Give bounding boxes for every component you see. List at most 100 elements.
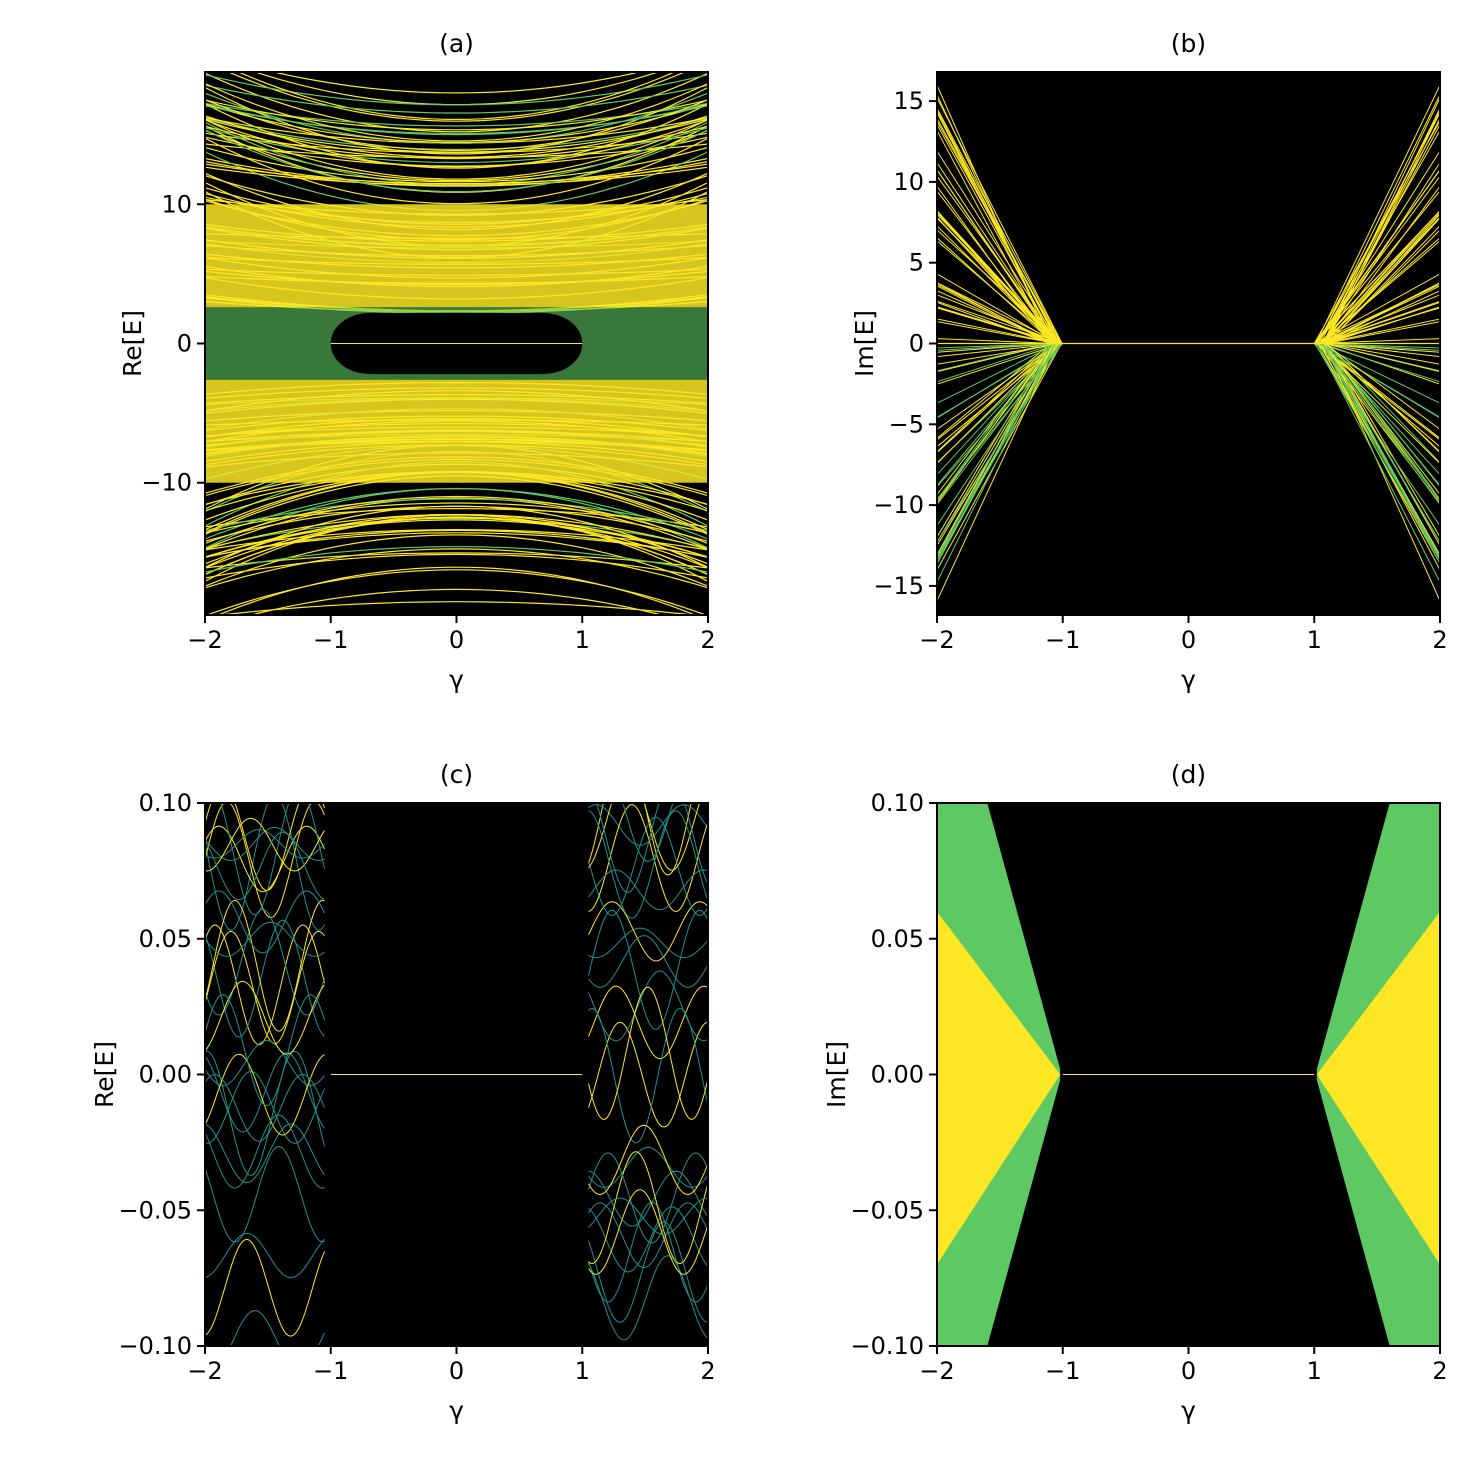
panel-title: (b) [1171,29,1206,58]
x-axis-label: γ [449,1396,464,1425]
eigenvalue-line [205,930,325,1045]
x-tick-label: −2 [187,626,222,654]
eigenvalue-line [1317,112,1440,344]
y-tick-label: −0.10 [850,1332,924,1360]
eigenvalue-line [588,1151,708,1265]
y-tick-label: 0 [177,330,192,358]
eigenvalue-line [205,528,708,551]
y-tick-label: −10 [141,469,192,497]
eigenvalue-line [1314,338,1440,344]
eigenvalue-line [622,803,674,862]
eigenvalue-line [588,1124,708,1196]
eigenvalue-line [1314,343,1440,441]
eigenvalue-line [1316,343,1440,404]
eigenvalue-line [937,217,1056,344]
eigenvalue-line [937,130,1052,344]
eigenvalue-line [588,909,708,1031]
eigenvalue-line [205,1052,325,1133]
eigenvalue-line [1319,307,1440,344]
eigenvalue-line [588,1255,708,1341]
eigenvalue-line [205,72,708,133]
eigenvalue-line [205,519,708,558]
eigenvalue-line [937,343,1057,383]
y-tick-label: −15 [873,572,924,600]
eigenvalue-line [205,115,708,158]
panel-title: (c) [440,760,473,789]
y-axis-label: Im[E] [850,310,879,377]
eigenvalue-line [937,118,1062,344]
eigenvalue-line [588,816,708,917]
eigenvalue-line [216,566,697,615]
eigenvalue-line [205,980,325,1055]
y-tick-label: −10 [873,491,924,519]
eigenvalue-line [205,803,325,931]
x-axis-label: γ [449,665,464,694]
eigenvalue-line [1315,343,1440,418]
spectrum-d [937,803,1440,1346]
eigenvalue-line [205,1073,325,1142]
x-tick-label: 0 [1181,626,1196,654]
x-tick-label: 0 [449,1357,464,1385]
y-tick-label: 0 [909,330,924,358]
eigenvalue-line [205,119,708,180]
y-tick-label: 0.00 [871,1061,924,1089]
eigenvalue-line [937,84,1052,344]
eigenvalue-line [205,488,708,549]
eigenvalue-line [1319,212,1440,344]
eigenvalue-line [205,532,708,558]
eigenvalue-line [205,117,708,151]
eigenvalue-line [937,321,1057,344]
eigenvalue-line [205,166,708,186]
x-axis-label: γ [1181,665,1196,694]
eigenvalue-line [937,343,1056,583]
y-tick-label: 0.05 [139,925,192,953]
eigenvalue-line [205,553,708,579]
y-tick-label: −0.05 [850,1196,924,1224]
eigenvalue-line [937,343,1058,404]
eigenvalue-line [205,497,708,550]
eigenvalue-line [205,994,325,1107]
x-tick-label: 1 [1307,1357,1322,1385]
eigenvalue-line [205,924,325,1046]
eigenvalue-line [588,869,708,911]
eigenvalue-line [937,285,1051,344]
eigenvalue-line [937,343,1053,501]
y-tick-label: −0.05 [118,1196,192,1224]
y-tick-label: 15 [893,87,924,115]
eigenvalue-line [588,1021,708,1128]
eigenvalue-line [205,129,708,193]
eigenvalue-line [1323,343,1440,602]
eigenvalue-line [937,343,1058,464]
eigenvalue-line [205,921,325,957]
eigenvalue-line [937,237,1055,344]
lower-band [205,379,708,483]
x-tick-label: 2 [1432,1357,1447,1385]
eigenvalue-line [937,124,1058,344]
eigenvalue-line [205,908,325,1016]
y-axis-label: Re[E] [90,1041,119,1108]
panel-title: (d) [1171,760,1206,789]
x-tick-label: −1 [313,626,348,654]
eigenvalue-line [937,343,1060,349]
x-tick-label: −2 [919,1357,954,1385]
eigenvalue-line [205,129,708,182]
eigenvalue-line [588,985,708,1060]
eigenvalue-line [205,899,325,1032]
eigenvalue-line [1326,229,1440,344]
y-tick-label: 0.10 [871,789,924,817]
eigenvalue-line [205,495,708,544]
y-tick-label: 0.10 [139,789,192,817]
im-core-right [1316,911,1440,1265]
eigenvalue-line [1326,225,1440,344]
eigenvalue-line [937,343,1055,504]
eigenvalue-line [588,804,708,913]
eigenvalue-line [937,343,1059,441]
eigenvalue-line [205,825,325,893]
eigenvalue-line [588,986,708,1120]
eigenvalue-line [205,83,708,142]
eigenvalue-line [937,343,1058,453]
eigenvalue-line [588,935,708,988]
eigenvalue-line [1319,216,1440,344]
eigenvalue-line [205,103,708,169]
